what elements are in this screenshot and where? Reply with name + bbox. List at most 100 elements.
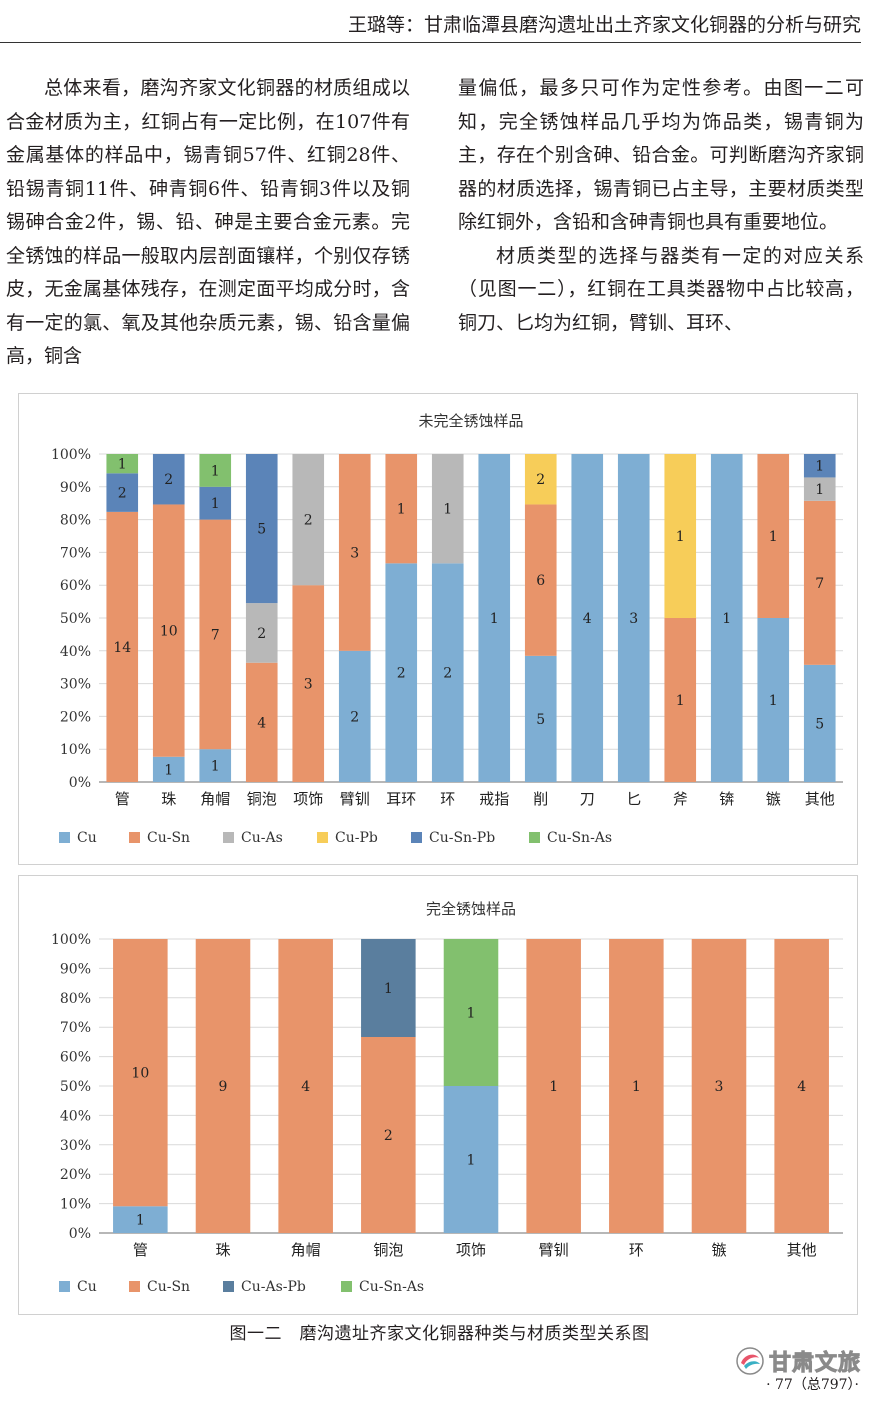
running-title: 王璐等：甘肃临潭县磨沟遗址出土齐家文化铜器的分析与研究 [347, 14, 861, 36]
data-label: 2 [257, 626, 266, 642]
right-column: 量偏低，最多只可作为定性参考。由图一二可知，完全锈蚀样品几乎均为饰品类，锡青铜为… [458, 72, 864, 340]
data-label: 1 [118, 457, 127, 473]
x-tick-label: 项饰 [456, 1241, 486, 1259]
legend-swatch-cu-sn-as [529, 832, 540, 843]
x-tick-label: 项饰 [293, 790, 323, 808]
bar-segment-cu-sn [245, 662, 278, 782]
y-tick-label: 70% [60, 545, 91, 561]
bar-segment-cu-sn-pb [106, 473, 139, 512]
x-tick-label: 臂钏 [340, 790, 370, 808]
bar-segment-cu [803, 664, 836, 782]
y-tick-label: 60% [60, 578, 91, 594]
running-header: 王璐等：甘肃临潭县磨沟遗址出土齐家文化铜器的分析与研究 [0, 8, 861, 43]
figure-caption: 图一二 磨沟遗址齐家文化铜器种类与材质类型关系图 [229, 1324, 650, 1344]
data-label: 2 [304, 513, 313, 529]
chart-panel-corroded: 完全锈蚀样品 0% 10% 20% 30% 40% 50% 60% 70% 80% 90% 100% 1… [18, 875, 858, 1315]
data-label: 1 [211, 759, 220, 775]
data-label: 1 [136, 1213, 145, 1229]
left-column: 总体来看，磨沟齐家文化铜器的材质组成以合金材质为主，红铜占有一定比例，在107件… [6, 72, 410, 374]
y-tick-label: 50% [60, 1079, 91, 1095]
bar-segment-cu-as [245, 603, 278, 663]
bar-segment-cu [757, 618, 790, 782]
legend-swatch-cu-sn [129, 832, 140, 843]
bar-segment-cu-sn [803, 500, 836, 665]
data-label: 1 [815, 482, 824, 498]
chart-title: 未完全锈蚀样品 [418, 412, 523, 430]
data-label: 1 [384, 981, 393, 997]
y-tick-label: 20% [60, 709, 91, 725]
x-tick-label: 戒指 [479, 790, 509, 808]
bar-segment-cu-sn-pb [245, 454, 278, 604]
chart-panel-uncorroded: 未完全锈蚀样品 0% 10% 20% 30% 40% 50% 60% 70% 80% 90% 100%… [18, 393, 858, 865]
page-number: · 77（总797）· [766, 1377, 859, 1393]
data-label: 1 [676, 529, 685, 545]
y-tick-label: 40% [60, 1108, 91, 1124]
body-paragraph-continued: 量偏低，最多只可作为定性参考。由图一二可知，完全锈蚀样品几乎均为饰品类，锡青铜为… [458, 77, 864, 233]
data-label: 2 [164, 472, 173, 488]
chart-uncorroded: 未完全锈蚀样品 0% 10% 20% 30% 40% 50% 60% 70% 80% 90% 100%… [51, 412, 843, 846]
data-label: 1 [467, 1006, 476, 1022]
x-tick-label: 铜泡 [373, 1241, 403, 1259]
bar-segment-cu-sn [524, 504, 557, 656]
data-label: 1 [443, 502, 452, 518]
data-label: 1 [676, 693, 685, 709]
x-tick-label: 耳环 [386, 790, 416, 808]
data-label: 4 [257, 715, 266, 731]
legend-label: Cu-Sn [147, 830, 190, 846]
data-label: 1 [211, 463, 220, 479]
x-tick-label: 镞 [711, 1241, 726, 1259]
x-tick-label: 削 [533, 790, 548, 808]
bar-segment-cu-pb [524, 454, 557, 505]
bar-segment-cu-as [803, 477, 836, 501]
y-tick-label: 90% [60, 480, 91, 496]
data-label: 4 [301, 1079, 310, 1095]
bar-segment-cu-sn [199, 519, 232, 750]
bar-segment-cu [478, 454, 511, 782]
legend-swatch-cu-as-pb [223, 1281, 234, 1292]
bar-segment-cu-sn [292, 585, 325, 782]
bar-segment-cu-sn [278, 939, 333, 1233]
bar-segment-cu-sn [774, 939, 829, 1233]
data-label: 4 [583, 611, 592, 627]
data-label: 3 [715, 1079, 724, 1095]
x-tick-label: 臂钏 [539, 1241, 569, 1259]
body-paragraph: 总体来看，磨沟齐家文化铜器的材质组成以合金材质为主，红铜占有一定比例，在107件… [6, 77, 410, 367]
x-tick-label: 珠 [215, 1241, 230, 1259]
legend-label: Cu [77, 1279, 97, 1295]
x-tick-label: 其他 [805, 790, 835, 808]
bar-segment-cu [385, 563, 418, 782]
bar-segment-cu-sn-as [443, 939, 499, 1086]
legend-label: Cu-Sn-Pb [429, 830, 495, 846]
data-label: 3 [304, 677, 313, 693]
bar-segment-cu [617, 454, 650, 782]
data-label: 7 [815, 576, 824, 592]
data-label: 1 [467, 1153, 476, 1169]
data-label: 4 [797, 1079, 806, 1095]
y-tick-label: 60% [60, 1050, 91, 1066]
data-label: 14 [113, 640, 131, 656]
data-label: 2 [397, 666, 406, 682]
data-label: 1 [815, 459, 824, 475]
legend-label: Cu-Sn [147, 1279, 190, 1295]
data-label: 2 [384, 1128, 393, 1144]
data-label: 1 [632, 1079, 641, 1095]
data-label: 1 [769, 529, 778, 545]
data-label: 1 [769, 693, 778, 709]
bar-segment-cu-pb [664, 454, 697, 618]
y-tick-label: 0% [69, 1226, 91, 1242]
bar-segment-cu-sn [106, 511, 139, 782]
bar-segment-cu-sn-as [106, 454, 139, 474]
data-label: 3 [629, 611, 638, 627]
y-tick-label: 20% [60, 1167, 91, 1183]
gansu-wenlv-logo-icon [736, 1347, 764, 1375]
data-label: 2 [118, 486, 127, 502]
bar-segment-cu [571, 454, 604, 782]
y-tick-label: 80% [60, 991, 91, 1007]
bar-segment-cu [524, 655, 557, 782]
data-label: 2 [443, 666, 452, 682]
y-tick-label: 100% [51, 447, 91, 463]
bar-segment-cu-sn [195, 939, 251, 1233]
y-tick-label: 0% [69, 775, 91, 791]
data-label: 2 [536, 472, 545, 488]
watermark-text: 甘肃文旅 [768, 1351, 861, 1377]
